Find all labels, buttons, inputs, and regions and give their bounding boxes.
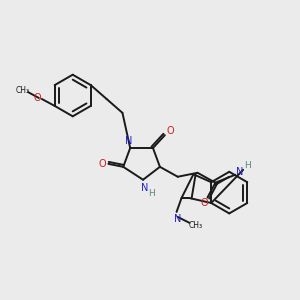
Text: O: O — [99, 159, 106, 169]
Text: H: H — [244, 161, 250, 170]
Text: N: N — [141, 183, 149, 193]
Text: O: O — [201, 199, 208, 208]
Text: H: H — [148, 189, 155, 198]
Text: O: O — [33, 93, 41, 103]
Text: N: N — [174, 214, 181, 224]
Text: N: N — [124, 136, 132, 146]
Text: O: O — [166, 126, 174, 136]
Text: CH₃: CH₃ — [188, 221, 203, 230]
Text: CH₃: CH₃ — [16, 85, 30, 94]
Text: N: N — [236, 167, 244, 177]
